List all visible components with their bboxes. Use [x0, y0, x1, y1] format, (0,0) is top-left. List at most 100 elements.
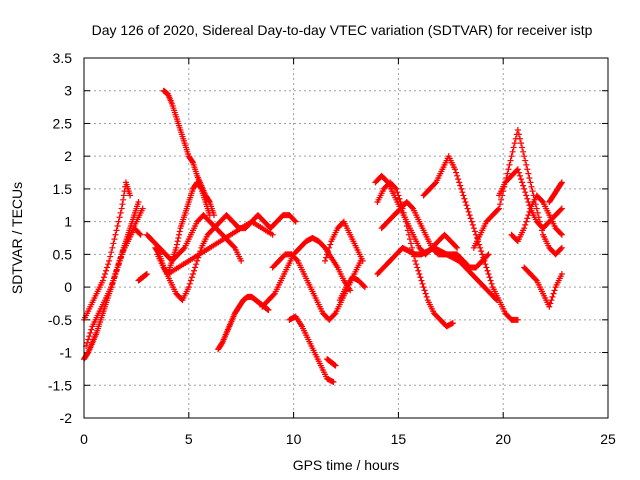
data-point	[206, 197, 213, 204]
data-point	[558, 271, 565, 277]
data-point	[402, 218, 409, 225]
data-point	[516, 172, 523, 179]
series-track-w	[470, 127, 565, 258]
data-point	[528, 183, 535, 190]
data-point	[464, 205, 471, 212]
data-point	[460, 192, 467, 199]
data-point	[291, 217, 298, 224]
y-tick-label: -2	[60, 410, 73, 426]
chart-title: Day 126 of 2020, Sidereal Day-to-day VTE…	[92, 22, 593, 38]
series-track-n	[324, 356, 339, 369]
data-point	[414, 264, 421, 271]
data-point	[185, 284, 192, 291]
data-point	[453, 169, 460, 176]
data-point	[109, 280, 116, 287]
data-point	[454, 172, 461, 179]
data-point	[119, 201, 126, 208]
data-point	[110, 277, 117, 284]
series-track-aa	[546, 179, 565, 205]
data-point	[519, 144, 526, 151]
y-tick-label: 1.5	[53, 181, 73, 197]
y-tick-label: -1.5	[48, 377, 72, 393]
data-point	[113, 267, 120, 274]
data-point	[415, 267, 422, 274]
data-point	[116, 257, 123, 264]
data-point	[525, 199, 532, 205]
data-point	[186, 280, 193, 287]
series-track-o	[269, 251, 364, 323]
series-track-h	[143, 212, 245, 264]
data-point	[510, 144, 517, 151]
data-point	[558, 205, 565, 212]
data-point	[114, 223, 121, 229]
data-point	[534, 209, 541, 216]
x-tick-label: 25	[600, 431, 616, 447]
data-point	[238, 257, 245, 264]
data-point	[176, 231, 183, 238]
data-point	[324, 251, 331, 258]
data-point	[492, 296, 499, 303]
data-point	[529, 188, 536, 195]
data-point	[466, 212, 473, 219]
data-point	[558, 180, 565, 187]
data-point	[480, 254, 487, 261]
data-point	[451, 166, 458, 173]
data-point	[432, 180, 439, 187]
data-point	[468, 218, 475, 225]
data-point	[455, 176, 462, 183]
data-point	[193, 261, 200, 268]
data-point	[292, 218, 299, 225]
data-point	[109, 244, 116, 251]
data-point	[477, 244, 484, 251]
data-point	[520, 182, 527, 189]
series-track-m	[286, 313, 337, 385]
data-point	[527, 179, 534, 186]
data-point	[85, 336, 92, 343]
data-point	[412, 257, 419, 264]
tick-layer: 0 5 10 15 20 25 -2 -1.5 -1 -0.5 0 0.5 1 1.5 2 2.5 3 3.5	[48, 50, 616, 447]
data-point	[520, 148, 527, 155]
data-point	[523, 218, 530, 225]
data-point	[522, 189, 529, 196]
data-point	[269, 231, 276, 238]
data-point	[413, 261, 420, 268]
data-point	[465, 208, 472, 215]
data-point	[397, 199, 404, 205]
data-point	[511, 140, 518, 147]
data-point	[322, 257, 329, 264]
data-point	[113, 227, 120, 234]
data-point	[197, 184, 204, 191]
data-point	[139, 205, 146, 212]
data-point	[546, 303, 553, 310]
data-point	[293, 256, 300, 263]
data-point	[361, 284, 368, 291]
data-point	[557, 245, 564, 252]
data-point	[558, 244, 565, 251]
data-point	[174, 238, 181, 245]
data-point	[525, 212, 532, 219]
data-point	[416, 271, 423, 277]
data-point	[514, 316, 521, 323]
data-point	[137, 231, 144, 238]
data-point	[494, 206, 501, 213]
data-point	[417, 274, 424, 281]
data-point	[114, 264, 121, 271]
data-point	[194, 257, 201, 264]
data-point	[482, 261, 489, 268]
data-point	[506, 161, 513, 168]
y-tick-label: 2	[64, 148, 72, 164]
data-point	[456, 179, 463, 186]
data-point	[407, 240, 414, 247]
data-point	[143, 271, 150, 277]
data-point	[117, 209, 124, 216]
data-point	[86, 333, 93, 340]
data-point	[191, 267, 198, 274]
data-point	[485, 271, 492, 277]
data-point	[538, 197, 545, 204]
data-point	[323, 254, 330, 261]
data-point	[484, 252, 491, 259]
data-point	[485, 251, 492, 258]
data-point	[112, 231, 119, 238]
data-point	[515, 131, 522, 138]
data-point	[523, 192, 530, 199]
